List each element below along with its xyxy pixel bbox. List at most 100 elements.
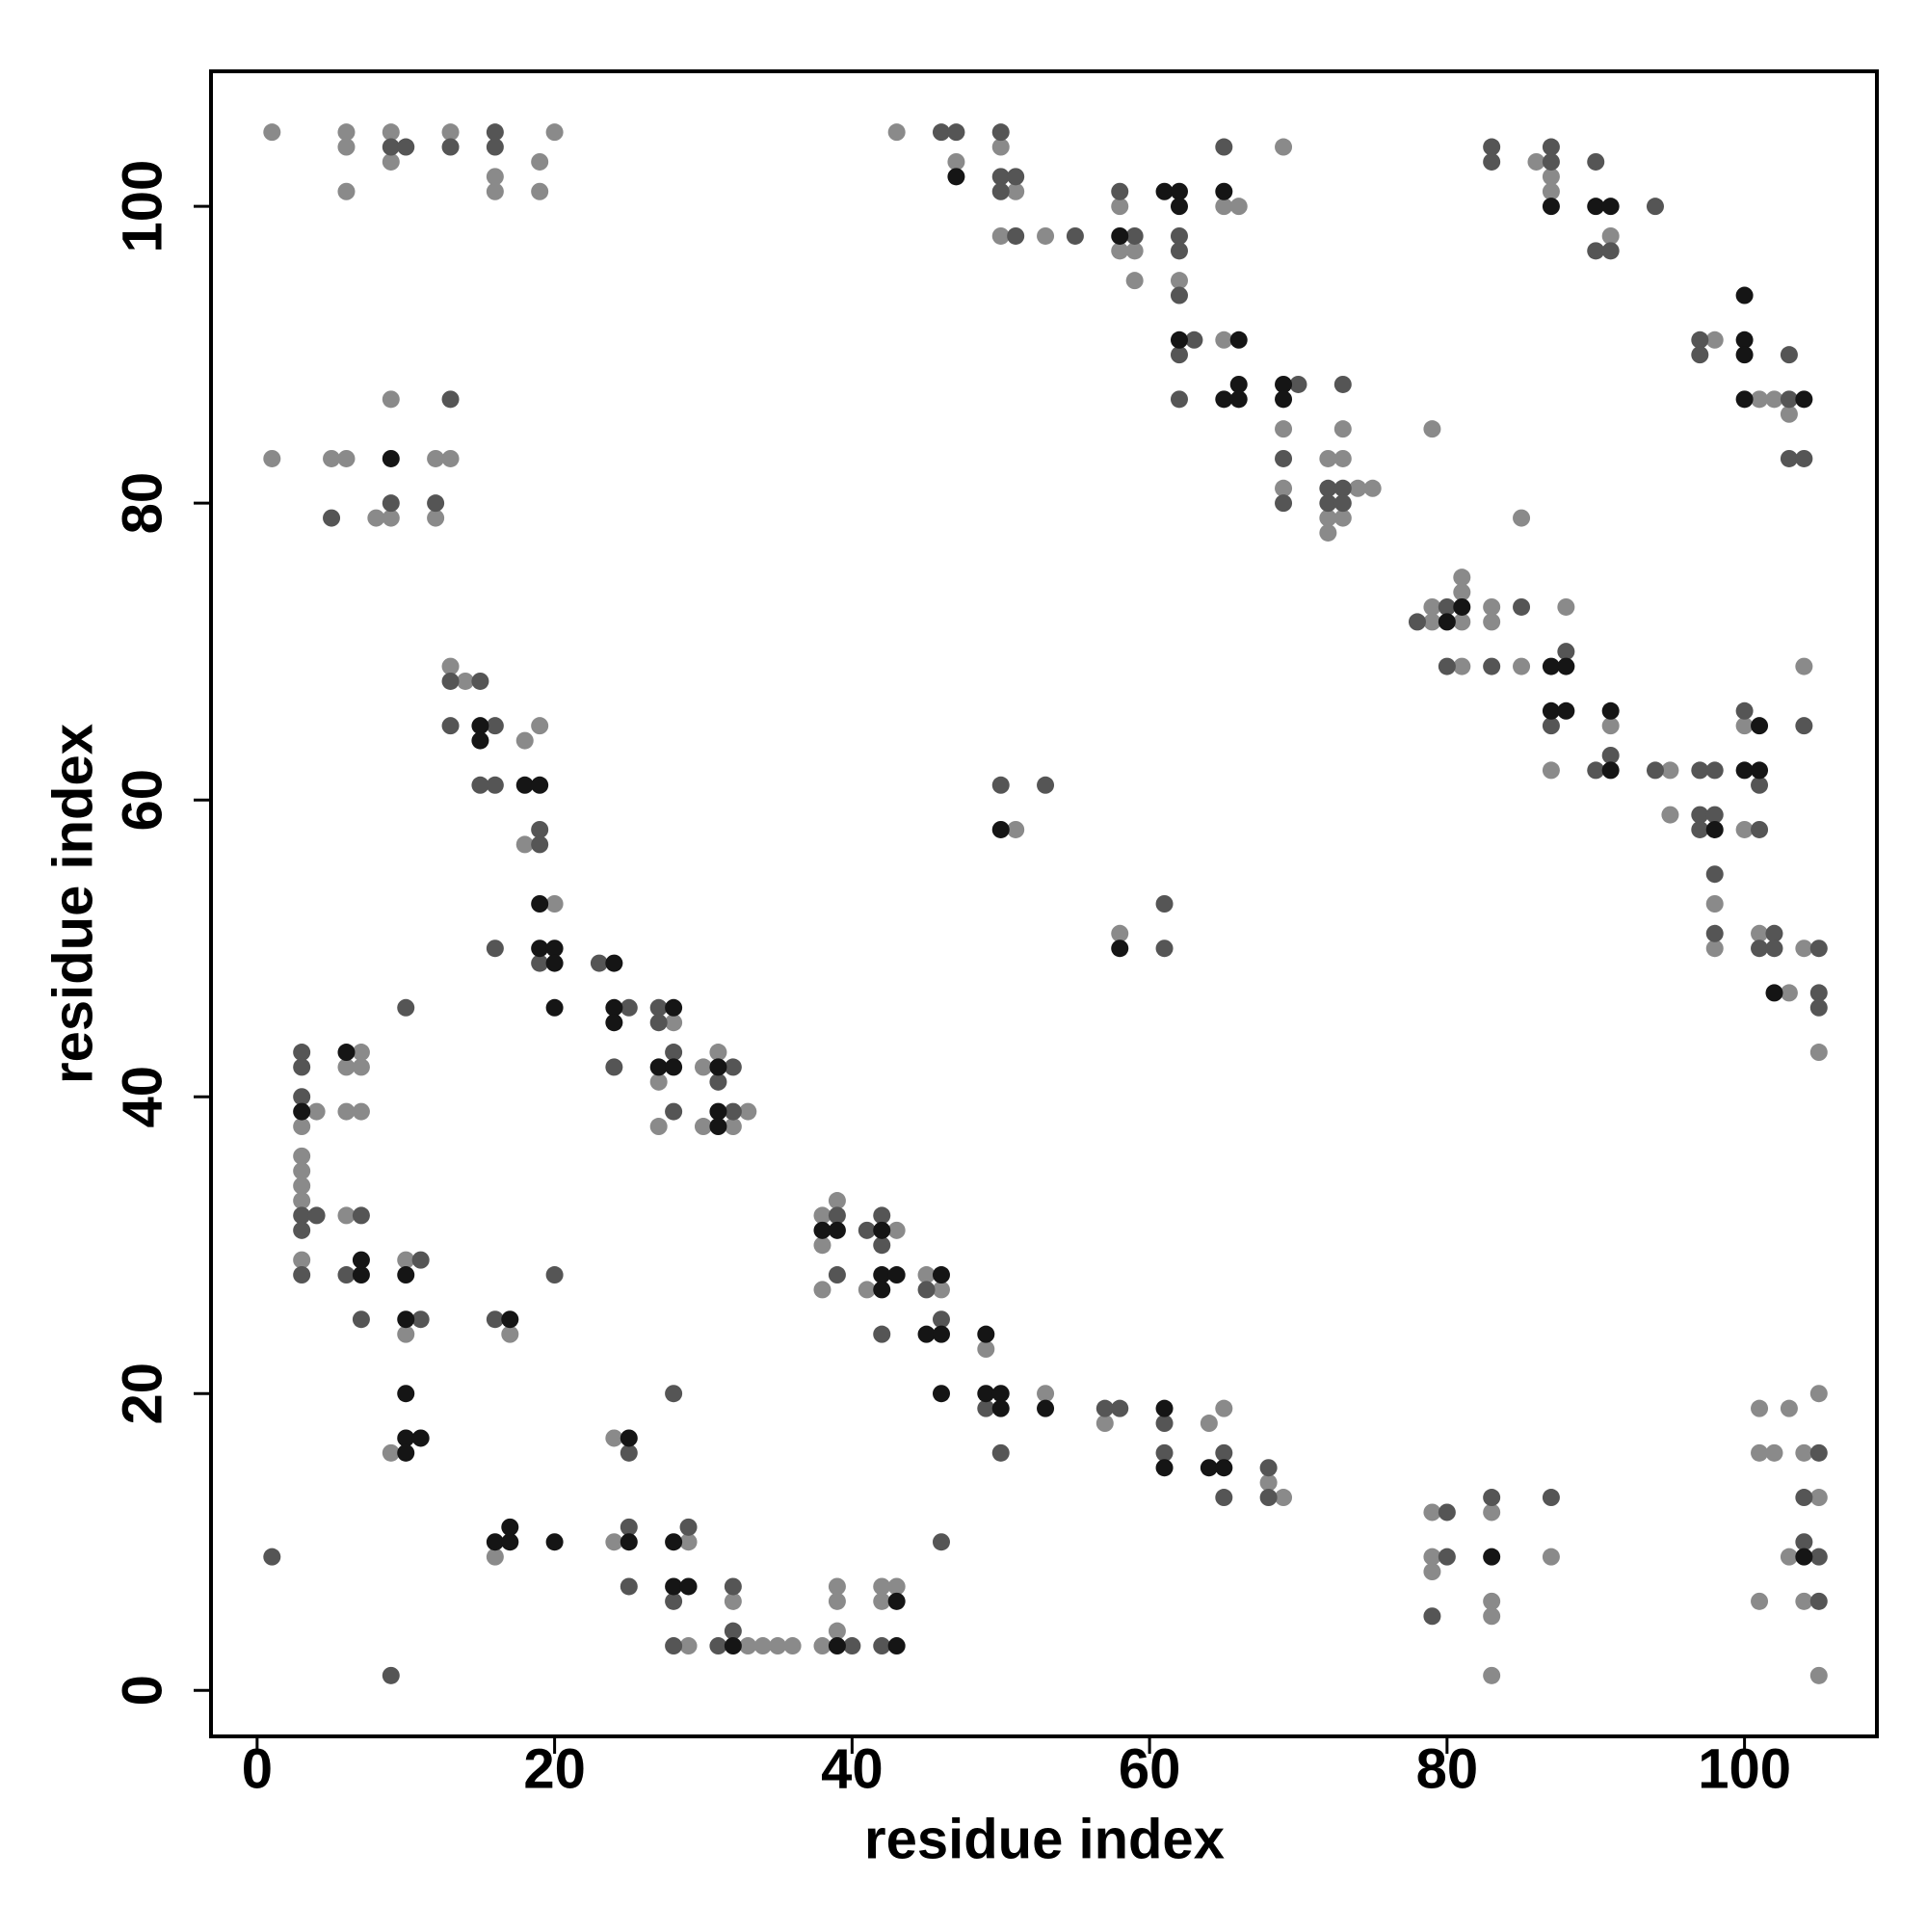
point bbox=[620, 1577, 638, 1596]
point bbox=[441, 449, 460, 467]
point bbox=[605, 1014, 623, 1032]
point bbox=[665, 1533, 683, 1551]
point bbox=[1705, 761, 1724, 780]
point bbox=[1483, 1489, 1501, 1507]
point bbox=[515, 835, 534, 854]
point bbox=[337, 182, 356, 200]
point bbox=[1691, 761, 1709, 780]
point bbox=[709, 1118, 727, 1136]
point bbox=[1229, 375, 1248, 393]
point bbox=[1170, 182, 1188, 200]
point bbox=[649, 1118, 668, 1136]
point bbox=[545, 940, 564, 958]
point bbox=[1275, 479, 1293, 497]
point bbox=[709, 1637, 727, 1655]
point bbox=[709, 1058, 727, 1076]
point bbox=[590, 954, 608, 972]
point bbox=[828, 1221, 846, 1239]
point bbox=[665, 1058, 683, 1076]
point bbox=[1542, 761, 1560, 780]
point bbox=[1333, 375, 1352, 393]
point bbox=[620, 1518, 638, 1536]
point bbox=[501, 1533, 519, 1551]
point bbox=[1438, 613, 1456, 631]
point bbox=[1453, 569, 1471, 587]
point bbox=[1215, 138, 1233, 156]
point bbox=[323, 449, 341, 467]
point bbox=[665, 1102, 683, 1121]
point bbox=[1735, 761, 1754, 780]
point bbox=[1691, 820, 1709, 838]
point bbox=[977, 1385, 995, 1403]
point bbox=[441, 390, 460, 409]
point bbox=[1557, 657, 1575, 675]
point bbox=[991, 123, 1010, 142]
point bbox=[1229, 198, 1248, 216]
point bbox=[1275, 390, 1293, 409]
point bbox=[1170, 286, 1188, 304]
point bbox=[1765, 390, 1783, 409]
point bbox=[1587, 152, 1605, 171]
point bbox=[1751, 1443, 1769, 1462]
point bbox=[486, 182, 504, 200]
point bbox=[486, 1310, 504, 1329]
point bbox=[293, 1147, 311, 1165]
point bbox=[1795, 717, 1813, 735]
point bbox=[337, 1058, 356, 1076]
point bbox=[753, 1637, 772, 1655]
point bbox=[858, 1281, 876, 1299]
point bbox=[1513, 509, 1531, 527]
point bbox=[382, 449, 400, 467]
point bbox=[1735, 331, 1754, 349]
point bbox=[531, 940, 549, 958]
point bbox=[471, 717, 489, 735]
point bbox=[679, 1518, 698, 1536]
point bbox=[724, 1118, 742, 1136]
point bbox=[1483, 1607, 1501, 1626]
point bbox=[977, 1325, 995, 1343]
point bbox=[1170, 198, 1188, 216]
y-tick-label: 100 bbox=[111, 160, 173, 253]
point bbox=[1809, 998, 1828, 1017]
point bbox=[1423, 1548, 1441, 1566]
point bbox=[337, 1044, 356, 1062]
point bbox=[843, 1637, 861, 1655]
point bbox=[382, 1666, 400, 1684]
point bbox=[1215, 1489, 1233, 1507]
point bbox=[724, 1622, 742, 1640]
point bbox=[1111, 226, 1129, 245]
point bbox=[887, 1577, 906, 1596]
point bbox=[679, 1533, 698, 1551]
point bbox=[382, 1443, 400, 1462]
point bbox=[828, 1192, 846, 1210]
point bbox=[293, 1177, 311, 1195]
point bbox=[1483, 1592, 1501, 1610]
point bbox=[665, 1577, 683, 1596]
point bbox=[352, 1102, 370, 1121]
point bbox=[709, 1102, 727, 1121]
point bbox=[486, 138, 504, 156]
point bbox=[1215, 182, 1233, 200]
point bbox=[873, 1281, 891, 1299]
point bbox=[1111, 1399, 1129, 1417]
point bbox=[887, 1266, 906, 1284]
x-tick-label: 40 bbox=[821, 1737, 884, 1800]
point bbox=[1438, 1503, 1456, 1522]
point bbox=[1601, 717, 1620, 735]
point bbox=[1557, 597, 1575, 616]
point bbox=[1319, 479, 1337, 497]
point bbox=[991, 182, 1010, 200]
point bbox=[649, 1014, 668, 1032]
point bbox=[1423, 613, 1441, 631]
point bbox=[411, 1251, 430, 1269]
point bbox=[441, 717, 460, 735]
point bbox=[828, 1206, 846, 1225]
point bbox=[1453, 657, 1471, 675]
point bbox=[1751, 390, 1769, 409]
point bbox=[724, 1577, 742, 1596]
point bbox=[1333, 509, 1352, 527]
point bbox=[1735, 717, 1754, 735]
point bbox=[1483, 152, 1501, 171]
point bbox=[1319, 523, 1337, 542]
point bbox=[1705, 806, 1724, 824]
